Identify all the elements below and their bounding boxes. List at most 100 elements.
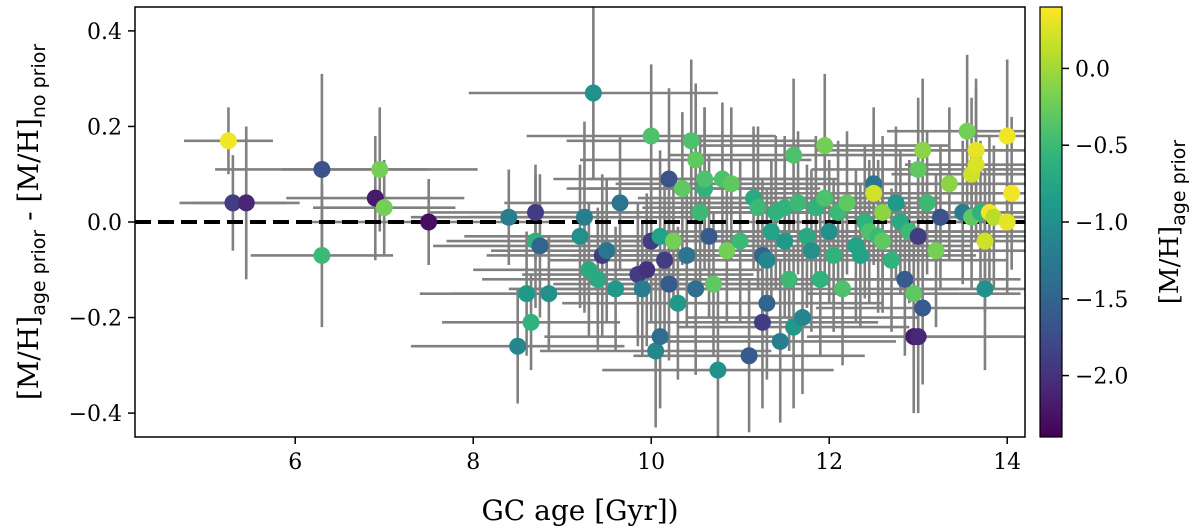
data-point <box>540 285 558 303</box>
data-point <box>816 189 834 207</box>
colorbar-label-sub: age prior <box>1168 140 1190 226</box>
x-axis-label: GC age [Gyr]) <box>481 494 678 527</box>
data-point <box>607 280 625 298</box>
data-point <box>669 294 687 312</box>
data-point <box>611 194 629 212</box>
data-point <box>647 342 665 360</box>
colorbar-tick-label: −0.5 <box>1075 134 1128 159</box>
data-point <box>883 251 900 269</box>
data-point <box>642 127 660 145</box>
data-point <box>731 232 749 250</box>
y-tick-label: −0.4 <box>69 402 122 427</box>
x-tick-label: 14 <box>993 450 1021 475</box>
data-point <box>834 280 852 298</box>
data-point <box>794 309 811 327</box>
data-point <box>998 127 1016 145</box>
x-tick-label: 10 <box>637 450 665 475</box>
data-point <box>682 132 700 150</box>
y-label-main-1: [M/H] <box>12 316 45 400</box>
data-point <box>940 175 958 193</box>
data-point <box>660 275 678 293</box>
data-point <box>527 203 544 221</box>
data-point <box>589 270 607 288</box>
data-point <box>758 294 776 312</box>
data-point <box>664 232 682 250</box>
data-point <box>656 251 674 269</box>
data-point <box>678 246 696 264</box>
data-point <box>638 261 656 279</box>
data-point <box>780 270 798 288</box>
data-point <box>575 208 593 226</box>
colorbar: −2.0 −1.5 −1.0 −0.5 0.0 <box>1039 6 1128 438</box>
data-point <box>531 237 549 255</box>
data-point <box>838 194 856 212</box>
data-point <box>371 160 389 178</box>
y-tick-label: 0.0 <box>87 211 122 236</box>
y-label-sub-1: age prior <box>28 230 50 316</box>
data-point <box>918 194 936 212</box>
data-point <box>865 184 883 202</box>
data-point <box>660 170 678 188</box>
data-point <box>687 280 705 298</box>
data-point <box>914 141 932 159</box>
x-tick-label: 12 <box>815 450 843 475</box>
data-point <box>219 132 237 150</box>
data-point <box>584 84 602 102</box>
data-point <box>816 137 834 155</box>
data-point <box>905 285 923 303</box>
y-axis: −0.4 −0.2 0.0 0.2 0.4 <box>69 20 135 427</box>
data-point <box>224 194 242 212</box>
y-tick-label: −0.2 <box>69 307 122 332</box>
y-label-sub-2: no prior <box>28 44 50 118</box>
data-point <box>758 251 776 269</box>
colorbar-label-main: [M/H] <box>1155 226 1185 304</box>
data-point <box>776 199 794 217</box>
data-point <box>825 246 843 264</box>
data-point <box>909 227 927 245</box>
y-label-sep: - <box>12 203 45 230</box>
colorbar-tick-label: 0.0 <box>1075 57 1110 82</box>
data-point <box>785 146 803 164</box>
data-point <box>500 208 518 226</box>
data-point <box>375 199 393 217</box>
data-point <box>237 194 255 212</box>
data-point <box>651 328 669 346</box>
data-point <box>740 347 758 365</box>
colorbar-gradient <box>1039 6 1063 438</box>
data-point <box>874 232 892 250</box>
data-point <box>798 227 816 245</box>
data-point <box>687 151 705 169</box>
data-point <box>967 141 985 159</box>
x-tick-label: 8 <box>466 450 480 475</box>
data-point <box>914 299 932 317</box>
y-label-main-2: [M/H] <box>12 118 45 202</box>
data-point <box>976 232 994 250</box>
data-point <box>571 227 589 245</box>
data-point <box>896 270 914 288</box>
data-point <box>851 246 869 264</box>
data-point <box>985 208 1003 226</box>
data-point <box>874 203 892 221</box>
data-point <box>887 194 905 212</box>
colorbar-tick-label: −2.0 <box>1075 365 1128 390</box>
data-point <box>967 156 985 174</box>
data-point <box>976 280 994 298</box>
data-point <box>313 246 331 264</box>
points-layer <box>219 84 1021 379</box>
data-point <box>749 199 767 217</box>
data-point <box>958 122 976 140</box>
data-point <box>709 361 727 379</box>
data-point <box>313 160 331 178</box>
data-point <box>909 328 927 346</box>
y-tick-label: 0.4 <box>87 20 122 45</box>
x-axis: 6 8 10 12 14 <box>288 437 1021 475</box>
data-point <box>1003 184 1021 202</box>
data-point <box>722 175 740 193</box>
data-point <box>820 223 838 241</box>
data-point <box>927 242 945 260</box>
data-point <box>718 242 736 260</box>
colorbar-tick-label: −1.5 <box>1075 288 1128 313</box>
data-point <box>811 270 829 288</box>
data-point <box>931 208 949 226</box>
